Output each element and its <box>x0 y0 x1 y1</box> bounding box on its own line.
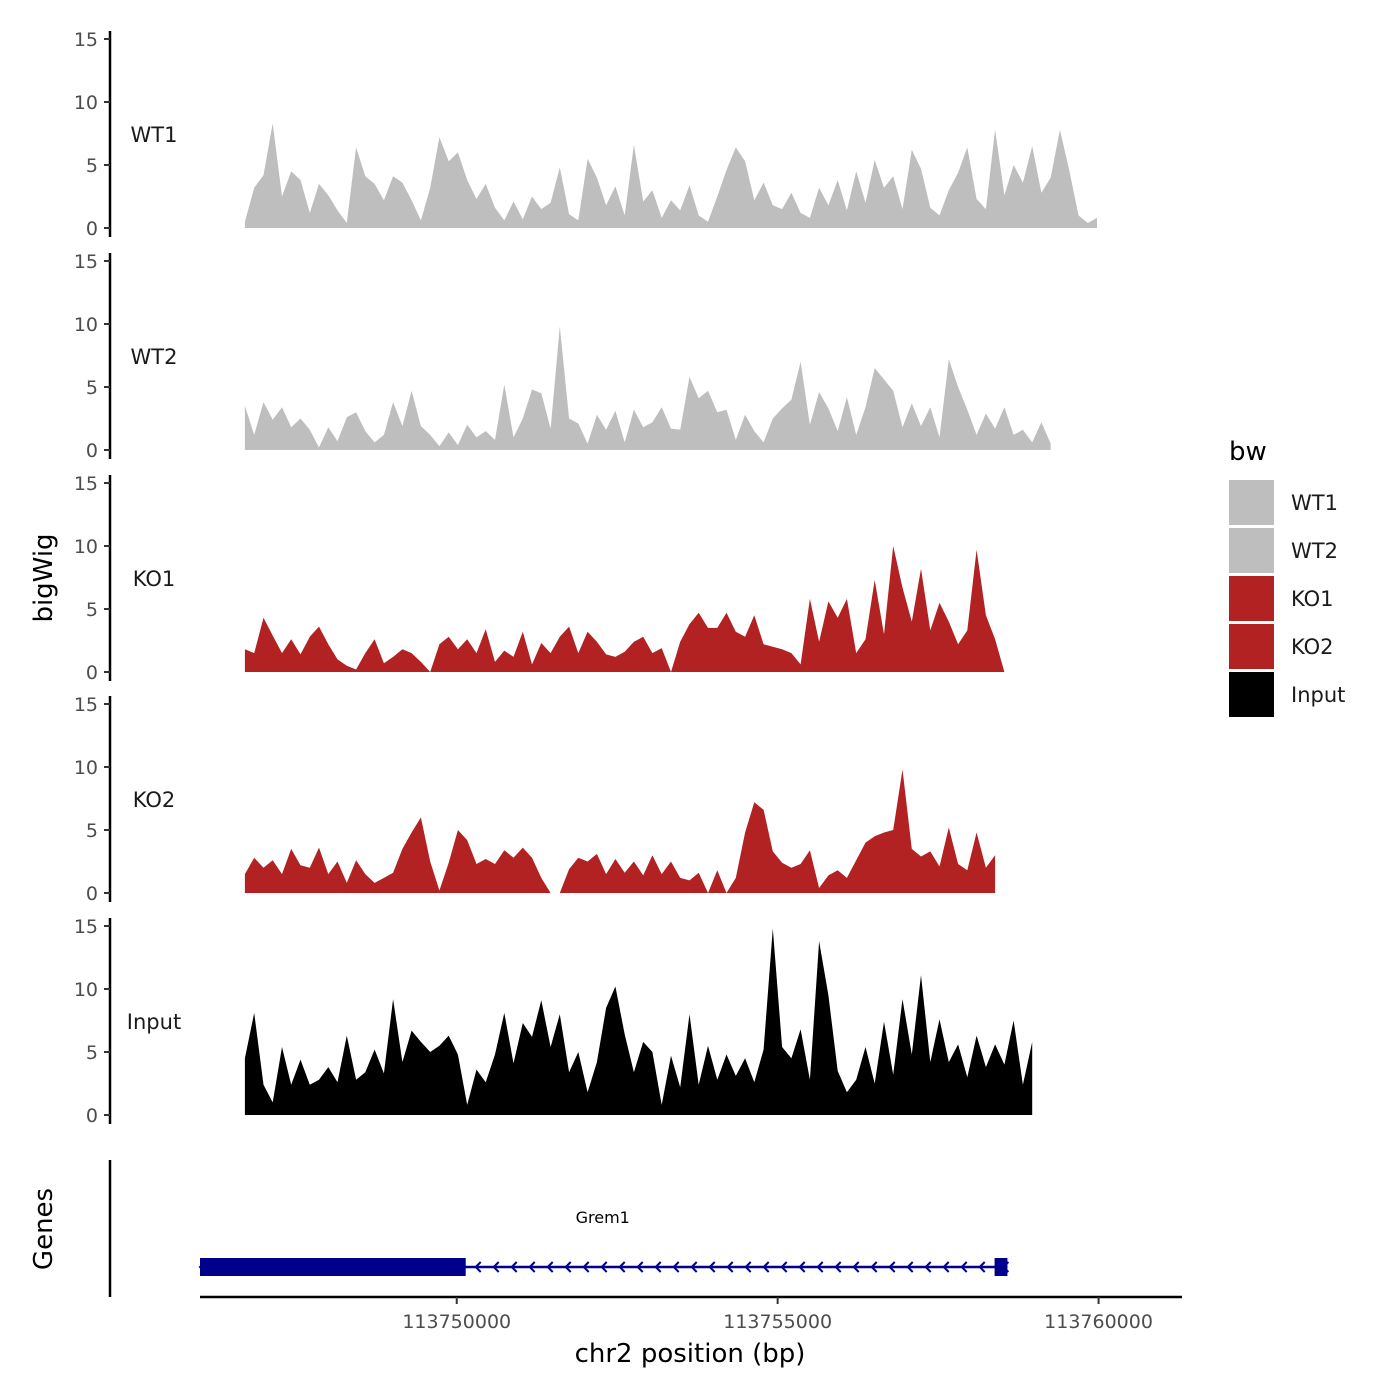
coverage-tracks: 0 5 10 15 WT1 0 5 10 15 WT2 0 5 10 15 KO1 0 5 10 15 KO2 0 5 10… <box>74 29 1097 1127</box>
x-axis: 113750000 113755000 113760000 <box>200 1295 1182 1333</box>
legend-item-wt1: WT1 <box>1229 480 1338 525</box>
gene-grem1: Grem1 <box>198 1208 1010 1276</box>
strand-arrow <box>672 1261 680 1273</box>
legend-item-ko1: KO1 <box>1229 576 1334 621</box>
legend-swatch <box>1229 528 1274 573</box>
legend-label: KO1 <box>1291 587 1334 611</box>
x-tick-label: 113755000 <box>723 1311 832 1333</box>
legend-swatch <box>1229 672 1274 717</box>
y-tick-label: 10 <box>74 979 98 1001</box>
coverage-area-input <box>244 928 1033 1115</box>
legend-label: WT1 <box>1291 491 1338 515</box>
y-tick-label: 0 <box>86 1105 98 1127</box>
strand-arrow <box>798 1261 806 1273</box>
track-label: KO1 <box>133 567 176 591</box>
y-tick-label: 15 <box>74 473 98 495</box>
y-tick-label: 5 <box>86 1042 98 1064</box>
strand-arrow <box>780 1261 788 1273</box>
strand-arrow <box>546 1261 554 1273</box>
strand-arrow <box>528 1261 536 1273</box>
strand-arrow <box>654 1261 662 1273</box>
y-tick-label: 5 <box>86 820 98 842</box>
legend-title: bw <box>1229 437 1267 467</box>
y-tick-label: 10 <box>74 92 98 114</box>
strand-arrow <box>960 1261 968 1273</box>
strand-arrow <box>474 1261 482 1273</box>
legend-swatch <box>1229 576 1274 621</box>
track-label: Input <box>127 1010 181 1034</box>
y-tick-label: 10 <box>74 314 98 336</box>
y-tick-label: 10 <box>74 536 98 558</box>
strand-arrow <box>906 1261 914 1273</box>
strand-arrow <box>708 1261 716 1273</box>
strand-arrow <box>726 1261 734 1273</box>
strand-arrow <box>582 1261 590 1273</box>
y-tick-label: 0 <box>86 218 98 240</box>
track-ko1: 0 5 10 15 KO1 <box>74 473 1014 684</box>
strand-arrow <box>834 1261 842 1273</box>
strand-arrow <box>492 1261 500 1273</box>
track-wt2: 0 5 10 15 WT2 <box>74 251 1051 462</box>
coverage-area-wt1 <box>244 123 1097 228</box>
strand-arrow <box>942 1261 950 1273</box>
strand-arrow <box>636 1261 644 1273</box>
legend-item-ko2: KO2 <box>1229 624 1334 669</box>
x-axis-title: chr2 position (bp) <box>575 1339 806 1369</box>
gene-exon-block <box>994 1258 1008 1276</box>
legend-swatch <box>1229 480 1274 525</box>
y-tick-label: 5 <box>86 599 98 621</box>
y-tick-label: 10 <box>74 757 98 779</box>
x-tick-label: 113750000 <box>402 1311 511 1333</box>
gene-exon-block <box>200 1258 466 1276</box>
coverage-area-ko1 <box>244 546 1014 672</box>
legend-item-input: Input <box>1229 672 1345 717</box>
legend-label: KO2 <box>1291 635 1334 659</box>
strand-arrow <box>888 1261 896 1273</box>
strand-arrow <box>600 1261 608 1273</box>
x-tick-label: 113760000 <box>1044 1311 1153 1333</box>
y-tick-label: 15 <box>74 251 98 273</box>
y-tick-label: 0 <box>86 883 98 905</box>
strand-arrow <box>690 1261 698 1273</box>
y-tick-label: 15 <box>74 916 98 938</box>
strand-arrow <box>564 1261 572 1273</box>
strand-arrow <box>870 1261 878 1273</box>
strand-arrow <box>744 1261 752 1273</box>
track-input: 0 5 10 15 Input <box>74 916 1033 1127</box>
track-ko2: 0 5 10 15 KO2 <box>74 694 996 905</box>
gene-panel-title: Genes <box>29 1188 59 1270</box>
strand-arrow <box>816 1261 824 1273</box>
y-tick-label: 5 <box>86 155 98 177</box>
y-tick-label: 5 <box>86 377 98 399</box>
strand-arrow <box>618 1261 626 1273</box>
strand-arrow <box>510 1261 518 1273</box>
track-label: WT2 <box>131 345 178 369</box>
y-tick-label: 0 <box>86 662 98 684</box>
legend-swatch <box>1229 624 1274 669</box>
coverage-area-wt2 <box>244 326 1051 450</box>
gene-label: Grem1 <box>576 1208 630 1227</box>
y-tick-label: 0 <box>86 440 98 462</box>
strand-arrow <box>1002 1261 1010 1273</box>
legend: bw WT1 WT2 KO1 KO2 Input <box>1229 437 1345 717</box>
strand-arrow <box>978 1261 986 1273</box>
track-label: WT1 <box>131 123 178 147</box>
track-label: KO2 <box>133 788 176 812</box>
strand-arrow <box>198 1261 206 1273</box>
coverage-area-ko2 <box>244 769 996 893</box>
y-tick-label: 15 <box>74 29 98 51</box>
y-axis-title: bigWig <box>29 533 59 622</box>
strand-arrow <box>924 1261 932 1273</box>
track-wt1: 0 5 10 15 WT1 <box>74 29 1097 240</box>
strand-arrow <box>762 1261 770 1273</box>
y-tick-label: 15 <box>74 694 98 716</box>
gene-panel: Genes Grem1 <box>29 1160 1010 1297</box>
legend-label: Input <box>1291 683 1345 707</box>
legend-label: WT2 <box>1291 539 1338 563</box>
strand-arrow <box>852 1261 860 1273</box>
legend-item-wt2: WT2 <box>1229 528 1338 573</box>
